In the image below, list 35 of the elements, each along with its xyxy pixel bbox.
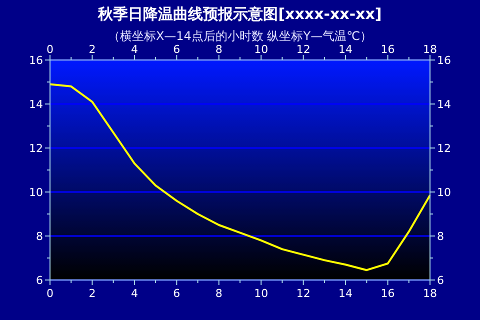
x2-tick-label: 0 (46, 287, 54, 300)
y-tick-label: 10 (29, 186, 43, 199)
x-tick-label: 2 (88, 43, 96, 56)
x2-tick-label: 10 (254, 287, 268, 300)
x-tick-label: 12 (296, 43, 310, 56)
chart-subtitle: （横坐标X—14点后的小时数 纵坐标Y—气温℃） (108, 29, 372, 43)
x-tick-label: 6 (173, 43, 180, 56)
x2-tick-label: 12 (296, 287, 310, 300)
y2-tick-label: 6 (437, 274, 444, 287)
x-tick-label: 10 (254, 43, 268, 56)
y2-tick-label: 12 (437, 142, 451, 155)
y-tick-label: 14 (29, 98, 43, 111)
y2-tick-label: 16 (437, 54, 451, 67)
x-tick-label: 14 (338, 43, 353, 56)
y-tick-label: 16 (29, 54, 43, 67)
y2-tick-label: 8 (437, 230, 444, 243)
x2-tick-label: 4 (130, 287, 138, 300)
x-tick-label: 18 (423, 43, 437, 56)
x-tick-label: 0 (46, 43, 54, 56)
x2-tick-label: 16 (380, 287, 395, 300)
chart-title: 秋季日降温曲线预报示意图[xxxx-xx-xx] (97, 5, 382, 23)
y-tick-label: 12 (29, 142, 43, 155)
y2-tick-label: 10 (437, 186, 451, 199)
x2-tick-label: 8 (215, 287, 222, 300)
y2-tick-label: 14 (437, 98, 451, 111)
x-tick-label: 8 (215, 43, 222, 56)
x2-tick-label: 2 (88, 287, 96, 300)
x2-tick-label: 18 (423, 287, 437, 300)
y-tick-label: 8 (36, 230, 43, 243)
line-series (49, 83, 431, 272)
x-tick-label: 16 (380, 43, 395, 56)
x-tick-label: 4 (130, 43, 138, 56)
y-tick-label: 6 (36, 274, 43, 287)
x2-tick-label: 6 (173, 287, 180, 300)
x2-tick-label: 14 (338, 287, 353, 300)
